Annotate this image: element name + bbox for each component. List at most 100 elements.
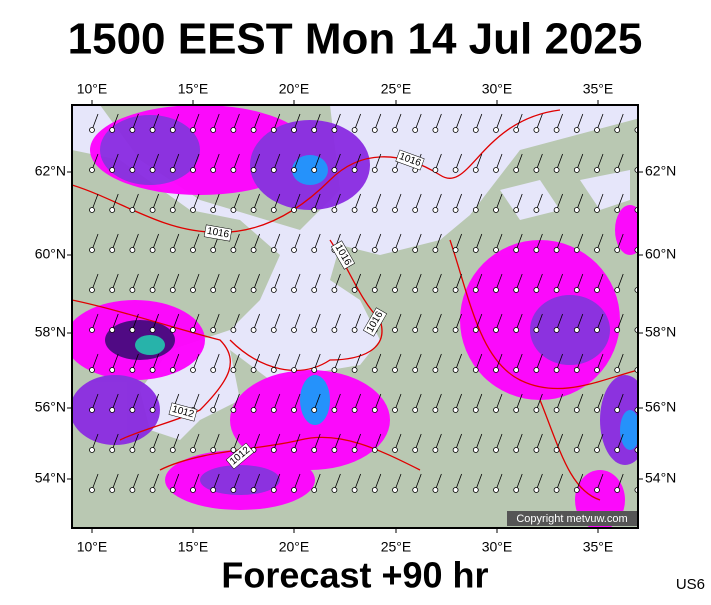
station — [614, 367, 621, 373]
station — [89, 367, 95, 373]
station — [614, 327, 621, 333]
station — [311, 487, 318, 493]
station — [230, 167, 237, 173]
station — [149, 487, 156, 493]
station — [109, 487, 116, 493]
station — [371, 487, 378, 493]
station — [331, 127, 338, 133]
station — [493, 447, 499, 453]
station — [230, 487, 237, 493]
station — [472, 167, 479, 173]
station — [392, 127, 398, 133]
station — [331, 287, 338, 293]
station — [291, 367, 297, 373]
station — [371, 287, 378, 293]
station — [291, 287, 297, 293]
station — [392, 407, 398, 413]
isobar-label-box — [330, 240, 356, 270]
station — [392, 487, 398, 493]
station — [250, 407, 257, 413]
station — [513, 327, 520, 333]
station — [513, 367, 520, 373]
station — [149, 247, 156, 253]
station — [371, 127, 378, 133]
isobars — [72, 109, 638, 501]
station — [149, 327, 156, 333]
station — [291, 167, 297, 173]
station — [331, 447, 338, 453]
station — [89, 247, 95, 253]
station — [109, 127, 116, 133]
station — [513, 167, 520, 173]
lat-label: 58°N — [35, 324, 66, 340]
isobar-label-text: 1016 — [206, 226, 230, 241]
station — [270, 207, 277, 213]
station — [553, 407, 560, 413]
station — [513, 287, 520, 293]
station — [392, 207, 398, 213]
lat-label: 60°N — [645, 246, 676, 262]
station — [190, 247, 196, 253]
lon-label: 25°E — [381, 81, 412, 97]
map-frame — [71, 104, 639, 529]
station — [472, 287, 479, 293]
station — [513, 487, 520, 493]
station — [129, 327, 136, 333]
station — [311, 407, 318, 413]
station — [493, 367, 499, 373]
station — [210, 247, 217, 253]
station — [89, 327, 95, 333]
station — [412, 327, 419, 333]
station — [109, 247, 116, 253]
station — [129, 367, 136, 373]
station — [311, 327, 318, 333]
station — [614, 407, 621, 413]
station — [109, 327, 116, 333]
station — [250, 247, 257, 253]
station — [109, 367, 116, 373]
isobar-label: 1012 — [168, 402, 198, 422]
station — [573, 407, 580, 413]
station — [351, 287, 358, 293]
station — [452, 447, 459, 453]
station — [371, 447, 378, 453]
station — [270, 447, 277, 453]
station — [573, 167, 580, 173]
station — [291, 327, 297, 333]
station — [392, 287, 398, 293]
station — [573, 367, 580, 373]
station — [270, 287, 277, 293]
station — [553, 447, 560, 453]
station — [210, 167, 217, 173]
map-area — [72, 105, 638, 528]
station — [553, 367, 560, 373]
lat-label: 60°N — [35, 246, 66, 262]
station — [311, 367, 318, 373]
station — [392, 247, 398, 253]
map-title: 1500 EEST Mon 14 Jul 2025 — [68, 15, 643, 64]
station — [452, 367, 459, 373]
station — [392, 447, 398, 453]
copyright: Copyright metvuw.com — [516, 513, 627, 525]
lon-label: 10°E — [77, 539, 108, 555]
lake — [580, 170, 630, 210]
station — [573, 487, 580, 493]
station — [553, 247, 560, 253]
station — [594, 207, 600, 213]
station — [230, 207, 237, 213]
station — [351, 327, 358, 333]
station — [190, 327, 196, 333]
station — [614, 287, 621, 293]
station — [594, 407, 600, 413]
station — [412, 487, 419, 493]
station — [594, 327, 600, 333]
station — [493, 127, 499, 133]
station — [493, 287, 499, 293]
station — [452, 287, 459, 293]
station — [250, 487, 257, 493]
station — [129, 487, 136, 493]
isobar-label-box — [225, 442, 255, 470]
lon-label: 25°E — [381, 539, 412, 555]
station — [129, 407, 136, 413]
